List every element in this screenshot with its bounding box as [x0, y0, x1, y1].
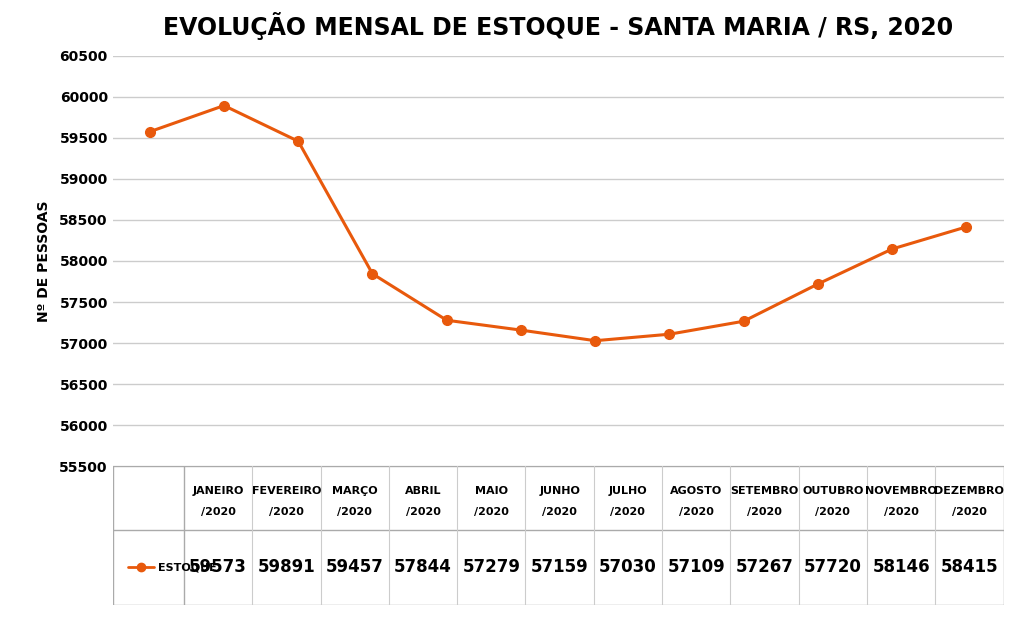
- Y-axis label: Nº DE PESSOAS: Nº DE PESSOAS: [37, 201, 51, 321]
- Text: /2020: /2020: [337, 507, 372, 517]
- Text: DEZEMBRO: DEZEMBRO: [935, 486, 1005, 495]
- Text: 57159: 57159: [530, 558, 589, 576]
- Text: /2020: /2020: [474, 507, 509, 517]
- Text: JULHO: JULHO: [608, 486, 647, 495]
- Text: 57109: 57109: [668, 558, 725, 576]
- Text: JUNHO: JUNHO: [539, 486, 580, 495]
- Text: 57720: 57720: [804, 558, 862, 576]
- Text: 57279: 57279: [462, 558, 520, 576]
- Text: JANEIRO: JANEIRO: [193, 486, 244, 495]
- Text: ESTOQUE: ESTOQUE: [159, 562, 217, 573]
- Text: 58415: 58415: [941, 558, 998, 576]
- Text: 59573: 59573: [189, 558, 247, 576]
- Text: MAIO: MAIO: [475, 486, 508, 495]
- Text: /2020: /2020: [201, 507, 236, 517]
- Text: 59891: 59891: [257, 558, 315, 576]
- Text: 57030: 57030: [599, 558, 656, 576]
- Text: OUTUBRO: OUTUBRO: [802, 486, 863, 495]
- Text: ABRIL: ABRIL: [404, 486, 441, 495]
- Text: AGOSTO: AGOSTO: [670, 486, 722, 495]
- Text: NOVEMBRO: NOVEMBRO: [865, 486, 937, 495]
- Text: /2020: /2020: [679, 507, 714, 517]
- Title: EVOLUÇÃO MENSAL DE ESTOQUE - SANTA MARIA / RS, 2020: EVOLUÇÃO MENSAL DE ESTOQUE - SANTA MARIA…: [163, 12, 953, 39]
- Text: MARÇO: MARÇO: [332, 486, 378, 495]
- Text: FEVEREIRO: FEVEREIRO: [252, 486, 322, 495]
- Text: 57267: 57267: [735, 558, 794, 576]
- Text: /2020: /2020: [815, 507, 850, 517]
- Text: 58146: 58146: [872, 558, 930, 576]
- Text: 57844: 57844: [394, 558, 452, 576]
- Text: /2020: /2020: [406, 507, 440, 517]
- Text: /2020: /2020: [269, 507, 304, 517]
- Text: 59457: 59457: [326, 558, 384, 576]
- Text: /2020: /2020: [952, 507, 987, 517]
- Text: SETEMBRO: SETEMBRO: [730, 486, 799, 495]
- Text: /2020: /2020: [748, 507, 782, 517]
- Text: /2020: /2020: [542, 507, 577, 517]
- Text: /2020: /2020: [884, 507, 919, 517]
- Text: /2020: /2020: [610, 507, 645, 517]
